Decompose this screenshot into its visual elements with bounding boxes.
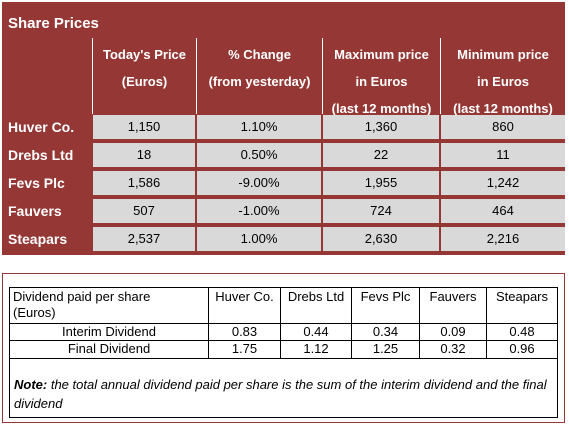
dividend-value: 0.96	[509, 341, 535, 356]
min-price-cell: 860	[441, 115, 565, 139]
note-label: Note:	[14, 377, 48, 392]
todays-price-cell: 1,586	[93, 171, 195, 195]
max-price-cell: 1,360	[323, 115, 439, 139]
dividend-note: Note: the total annual dividend paid per…	[14, 375, 554, 413]
table-row: Huver Co. 1,150 1.10% 1,360 860	[2, 115, 565, 139]
dividend-table: Dividend paid per share (Euros) Huver Co…	[9, 287, 558, 418]
todays-price-cell: 2,537	[93, 227, 195, 251]
max-price-cell: 22	[323, 143, 439, 167]
dividend-header-label: Dividend paid per share (Euros)	[13, 289, 151, 320]
dividend-value: 0.83	[231, 324, 258, 339]
header-percent-change: % Change (from yesterday)	[196, 38, 322, 114]
dividend-value: 0.44	[303, 324, 329, 339]
dividend-value: 0.48	[509, 324, 535, 339]
min-price-cell: 464	[441, 199, 565, 223]
dividend-value: 0.32	[440, 341, 466, 356]
dividend-value: 1.12	[303, 341, 329, 356]
dividend-value: 1.75	[231, 341, 258, 356]
company-name: Drebs Ltd	[8, 147, 74, 163]
todays-price-cell: 1,150	[93, 115, 195, 139]
company-name: Huver Co.	[8, 119, 75, 135]
grid-line	[10, 323, 557, 324]
company-name: Fauvers	[8, 203, 62, 219]
share-prices-table: Share Prices Today's Price (Euros) % Cha…	[2, 2, 565, 255]
percent-change-cell: -9.00%	[197, 171, 321, 195]
table-row: Fauvers 507 -1.00% 724 464	[2, 199, 565, 223]
table-row: Drebs Ltd 18 0.50% 22 11	[2, 143, 565, 167]
share-prices-title: Share Prices	[8, 15, 99, 32]
table-row: Fevs Plc 1,586 -9.00% 1,955 1,242	[2, 171, 565, 195]
company-header: Drebs Ltd	[287, 289, 345, 304]
note-text: the total annual dividend paid per share…	[14, 377, 547, 411]
min-price-cell: 11	[441, 143, 565, 167]
dividend-value: 0.34	[372, 324, 399, 339]
company-name: Fevs Plc	[8, 175, 65, 191]
grid-line	[10, 358, 557, 359]
dividend-panel: Dividend paid per share (Euros) Huver Co…	[2, 273, 565, 423]
todays-price-cell: 18	[93, 143, 195, 167]
percent-change-cell: 0.50%	[197, 143, 321, 167]
min-price-cell: 1,242	[441, 171, 565, 195]
header-todays-price: Today's Price (Euros)	[92, 38, 196, 114]
dividend-value: 1.25	[372, 341, 399, 356]
company-header: Fauvers	[429, 289, 477, 304]
max-price-cell: 2,630	[323, 227, 439, 251]
todays-price-cell: 507	[93, 199, 195, 223]
max-price-cell: 1,955	[323, 171, 439, 195]
company-header: Fevs Plc	[360, 289, 411, 304]
percent-change-cell: 1.10%	[197, 115, 321, 139]
table-row: Steapars 2,537 1.00% 2,630 2,216	[2, 227, 565, 251]
dividend-value: 0.09	[440, 324, 466, 339]
header-maximum-price: Maximum price in Euros (last 12 months)	[322, 38, 440, 116]
company-header: Steapars	[495, 289, 549, 304]
interim-dividend-label: Interim Dividend	[62, 324, 156, 339]
final-dividend-label: Final Dividend	[67, 341, 151, 356]
company-name: Steapars	[8, 231, 68, 247]
percent-change-cell: -1.00%	[197, 199, 321, 223]
percent-change-cell: 1.00%	[197, 227, 321, 251]
min-price-cell: 2,216	[441, 227, 565, 251]
grid-line	[10, 340, 557, 341]
max-price-cell: 724	[323, 199, 439, 223]
header-minimum-price: Minimum price in Euros (last 12 months)	[440, 38, 565, 116]
company-header: Huver Co.	[215, 289, 274, 304]
